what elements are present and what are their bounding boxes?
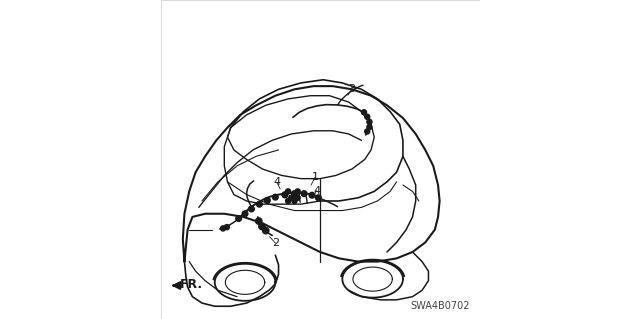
Circle shape [259,223,265,230]
Text: 3: 3 [348,84,355,94]
Circle shape [285,198,291,204]
Text: 2: 2 [272,238,279,248]
Text: SWA4B0702: SWA4B0702 [410,301,470,311]
Circle shape [220,226,225,231]
Circle shape [264,197,270,203]
Text: 1: 1 [312,172,319,182]
Circle shape [255,218,262,224]
Circle shape [292,192,297,197]
Circle shape [301,191,307,197]
Circle shape [289,195,294,200]
Circle shape [262,227,269,234]
Circle shape [367,119,372,124]
Text: 4: 4 [313,186,321,196]
Circle shape [365,114,370,119]
Circle shape [285,189,291,194]
Circle shape [316,195,321,201]
Text: 4: 4 [273,177,280,188]
Circle shape [273,194,278,200]
Circle shape [224,225,229,230]
Circle shape [367,124,372,130]
Circle shape [236,216,241,221]
Circle shape [257,201,262,207]
Circle shape [248,206,254,212]
Circle shape [242,211,248,217]
Circle shape [365,129,370,134]
Circle shape [282,192,287,197]
Circle shape [309,192,315,198]
Circle shape [282,192,288,198]
Circle shape [295,195,300,200]
Circle shape [295,189,300,194]
Circle shape [292,198,297,204]
Circle shape [292,191,298,197]
Circle shape [362,110,367,115]
Text: FR.: FR. [180,278,204,291]
